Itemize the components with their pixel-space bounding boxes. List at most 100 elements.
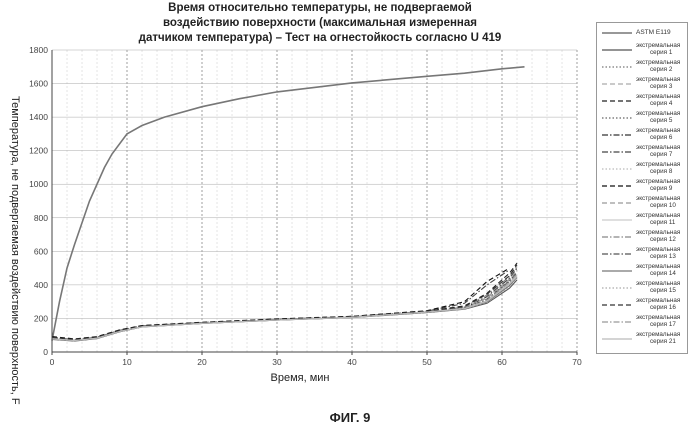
- legend-item: экстремальнаясерия 9: [600, 180, 686, 194]
- legend-swatch: [600, 114, 634, 122]
- x-tick-label: 60: [497, 357, 507, 367]
- legend-label-line-1: экстремальная: [636, 331, 680, 338]
- legend-label-line-2: серия 16: [650, 304, 676, 311]
- y-tick-label: 1200: [29, 146, 48, 156]
- legend-label-line-1: экстремальная: [636, 161, 680, 168]
- legend-swatch: [600, 335, 634, 343]
- legend-label-line-2: серия 13: [650, 253, 676, 260]
- y-tick-label: 800: [34, 213, 48, 223]
- legend-label-line-1: экстремальная: [636, 263, 680, 270]
- series-lines: [52, 67, 525, 341]
- legend-swatch: [600, 267, 634, 275]
- legend-item: экстремальнаясерия 2: [600, 61, 686, 75]
- legend-item: экстремальнаясерия 10: [600, 197, 686, 211]
- series-line-16: [52, 265, 517, 340]
- legend-label-line-1: экстремальная: [636, 110, 680, 117]
- legend-item: экстремальнаясерия 13: [600, 248, 686, 262]
- legend-label-line-2: серия 3: [650, 83, 672, 90]
- legend-swatch: [600, 318, 634, 326]
- legend-item: экстремальнаясерия 11: [600, 214, 686, 228]
- legend-label-line-1: экстремальная: [636, 59, 680, 66]
- legend-label-line-2: серия 11: [650, 219, 675, 226]
- legend-label-line-1: экстремальная: [636, 93, 680, 100]
- legend-swatch: [600, 199, 634, 207]
- legend-item: экстремальнаясерия 5: [600, 112, 686, 126]
- legend-label-line-1: экстремальная: [636, 195, 680, 202]
- y-tick-label: 400: [34, 280, 48, 290]
- legend-label-line-2: серия 17: [650, 321, 676, 328]
- legend-item: экстремальнаясерия 1: [600, 44, 686, 58]
- legend-item: экстремальнаясерия 3: [600, 78, 686, 92]
- legend-swatch: [600, 233, 634, 241]
- legend-item: экстремальнаясерия 8: [600, 163, 686, 177]
- figure-caption: ФИГ. 9: [300, 410, 400, 425]
- legend-label-line-1: экстремальная: [636, 76, 680, 83]
- legend-item: экстремальнаясерия 7: [600, 146, 686, 160]
- x-tick-label: 50: [422, 357, 432, 367]
- legend-label-line-2: серия 5: [650, 117, 672, 124]
- legend-item: экстремальнаясерия 4: [600, 95, 686, 109]
- x-tick-label: 70: [572, 357, 582, 367]
- legend-label-line-2: серия 2: [650, 66, 672, 73]
- legend-swatch: [600, 216, 634, 224]
- legend: ASTM E119экстремальнаясерия 1экстремальн…: [596, 22, 688, 354]
- legend-label-line-1: экстремальная: [636, 246, 680, 253]
- legend-swatch: [600, 97, 634, 105]
- legend-swatch: [600, 80, 634, 88]
- legend-label-line-1: экстремальная: [636, 42, 680, 49]
- legend-swatch: [600, 165, 634, 173]
- legend-swatch: [600, 182, 634, 190]
- legend-item: экстремальнаясерия 17: [600, 316, 686, 330]
- legend-label-line-1: экстремальная: [636, 297, 680, 304]
- legend-label-line-2: серия 14: [650, 270, 676, 277]
- legend-swatch: [600, 301, 634, 309]
- series-line-18: [52, 277, 517, 341]
- series-line-0: [52, 67, 525, 341]
- x-axis-label: Время, мин: [250, 372, 350, 384]
- legend-label-line-2: серия 6: [650, 134, 672, 141]
- legend-item: экстремальнаясерия 12: [600, 231, 686, 245]
- legend-swatch: [600, 250, 634, 258]
- legend-label-line-1: экстремальная: [636, 280, 680, 287]
- series-line-9: [52, 268, 510, 339]
- series-line-12: [52, 266, 517, 339]
- legend-label-line-1: экстремальная: [636, 229, 680, 236]
- legend-label: ASTM E119: [636, 29, 671, 36]
- legend-swatch: [600, 63, 634, 71]
- legend-label-line-2: серия 9: [650, 185, 672, 192]
- legend-label-line-2: серия 21: [650, 338, 676, 345]
- legend-item: экстремальнаясерия 15: [600, 282, 686, 296]
- line-chart: 0102030405060700200400600800100012001400…: [0, 0, 596, 400]
- legend-swatch: [600, 284, 634, 292]
- legend-item: экстремальнаясерия 16: [600, 299, 686, 313]
- legend-label-line-2: серия 8: [650, 168, 672, 175]
- series-line-17: [52, 274, 517, 340]
- x-tick-label: 0: [50, 357, 55, 367]
- y-tick-label: 1800: [29, 45, 48, 55]
- series-line-4: [52, 263, 517, 339]
- legend-item: экстремальнаясерия 14: [600, 265, 686, 279]
- legend-label-line-2: серия 15: [650, 287, 676, 294]
- legend-item: ASTM E119: [600, 27, 686, 41]
- x-tick-label: 30: [272, 357, 282, 367]
- y-tick-label: 1400: [29, 112, 48, 122]
- legend-label-line-2: серия 7: [650, 151, 672, 158]
- y-tick-label: 0: [43, 347, 48, 357]
- y-tick-label: 200: [34, 313, 48, 323]
- legend-label-line-2: серия 10: [650, 202, 676, 209]
- y-tick-label: 1600: [29, 79, 48, 89]
- legend-item: экстремальнаясерия 21: [600, 333, 686, 347]
- grid: [52, 50, 577, 352]
- y-tick-label: 600: [34, 246, 48, 256]
- x-tick-label: 10: [122, 357, 132, 367]
- legend-label-line-1: экстремальная: [636, 144, 680, 151]
- series-line-7: [52, 270, 510, 340]
- legend-label-line-2: серия 12: [650, 236, 676, 243]
- y-axis-label: Температура, не подвергаемая воздействию…: [9, 96, 21, 396]
- legend-item: экстремальнаясерия 6: [600, 129, 686, 143]
- legend-label-line-1: экстремальная: [636, 314, 680, 321]
- legend-swatch: [600, 148, 634, 156]
- legend-swatch: [600, 131, 634, 139]
- legend-label-line-2: серия 4: [650, 100, 672, 107]
- y-tick-label: 1000: [29, 179, 48, 189]
